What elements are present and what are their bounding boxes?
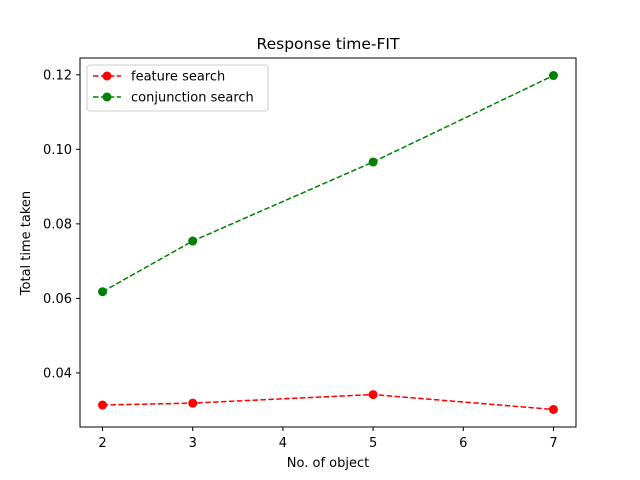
- y-axis-title: Total time taken: [19, 191, 34, 296]
- x-tick-label: 6: [459, 436, 467, 451]
- data-point-conjunction-search: [548, 71, 558, 81]
- plot-area: 2 3 4 5 6 7 0.04 0.06 0.08 0.10 0.12: [43, 57, 577, 451]
- series-line-conjunction-search: [102, 74, 554, 293]
- y-tick-label: 0.10: [43, 143, 72, 158]
- legend-label-conjunction-search: conjunction search: [131, 91, 254, 106]
- y-tick-label: 0.04: [43, 366, 72, 381]
- chart-title: Response time-FIT: [257, 35, 400, 53]
- legend-label-feature-search: feature search: [131, 70, 225, 85]
- data-point-feature-search: [368, 390, 378, 400]
- legend: feature search conjunction search: [86, 64, 269, 112]
- y-tick-label: 0.12: [43, 68, 72, 83]
- x-tick-label: 2: [98, 436, 106, 451]
- y-tick-label: 0.06: [43, 292, 72, 307]
- data-point-conjunction-search: [98, 287, 108, 297]
- x-tick-label: 3: [189, 436, 197, 451]
- y-tick-label: 0.08: [43, 217, 72, 232]
- data-point-feature-search: [548, 404, 558, 414]
- legend-box: [86, 64, 269, 112]
- data-point-feature-search: [98, 400, 108, 410]
- x-tick-label: 5: [369, 436, 377, 451]
- legend-marker-feature-search: [102, 71, 112, 81]
- x-tick-label: 7: [549, 436, 557, 451]
- data-point-conjunction-search: [368, 157, 378, 167]
- x-tick-label: 4: [279, 436, 287, 451]
- axes-frame: [79, 57, 577, 428]
- legend-marker-conjunction-search: [102, 92, 112, 102]
- x-axis-title: No. of object: [287, 456, 369, 471]
- data-point-conjunction-search: [188, 236, 198, 246]
- data-point-feature-search: [188, 398, 198, 408]
